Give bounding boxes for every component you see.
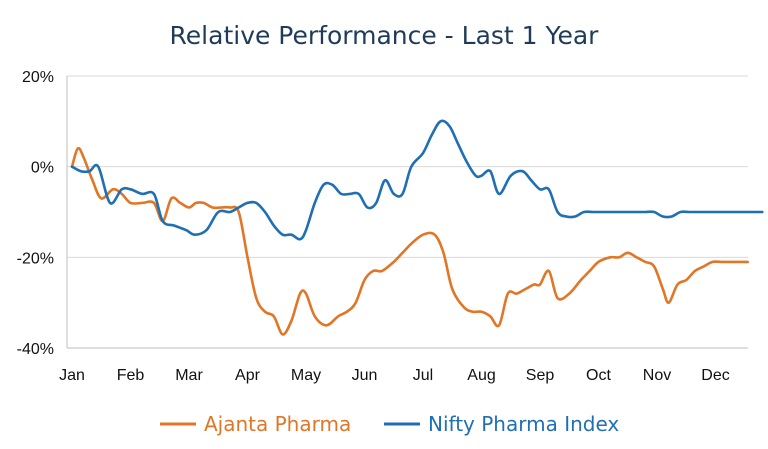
x-tick-label: Apr: [235, 367, 261, 384]
x-tick-label: Oct: [586, 367, 611, 384]
x-tick-label: Feb: [117, 367, 145, 384]
legend-label: Ajanta Pharma: [204, 412, 351, 436]
series-lines: [70, 119, 764, 336]
x-tick-label: Nov: [643, 367, 671, 384]
x-tick-label: Jul: [413, 367, 433, 384]
y-axis: 20% 0% -20% -40%: [17, 69, 54, 358]
chart-title: Relative Performance - Last 1 Year: [170, 21, 600, 50]
x-tick-label: Aug: [467, 367, 495, 384]
legend-label: Nifty Pharma Index: [428, 412, 619, 436]
x-tick-label: Mar: [175, 367, 203, 384]
x-axis: Jan Feb Mar Apr May Jun Jul Aug Sep Oct Nov Dec: [59, 367, 730, 384]
y-tick-label: 0%: [31, 160, 54, 177]
y-tick-label: -40%: [17, 341, 54, 358]
x-tick-label: May: [291, 367, 321, 384]
x-tick-label: Dec: [701, 367, 729, 384]
x-tick-label: Jan: [59, 367, 85, 384]
y-tick-label: 20%: [22, 69, 54, 86]
y-tick-label: -20%: [17, 250, 54, 267]
series-line-ajanta-pharma: [70, 146, 749, 336]
legend: Ajanta Pharma Nifty Pharma Index: [160, 412, 619, 436]
grid-lines: [66, 75, 748, 349]
series-line-nifty-pharma-index: [70, 119, 764, 241]
x-tick-label: Jun: [352, 367, 378, 384]
x-tick-label: Sep: [526, 367, 555, 384]
